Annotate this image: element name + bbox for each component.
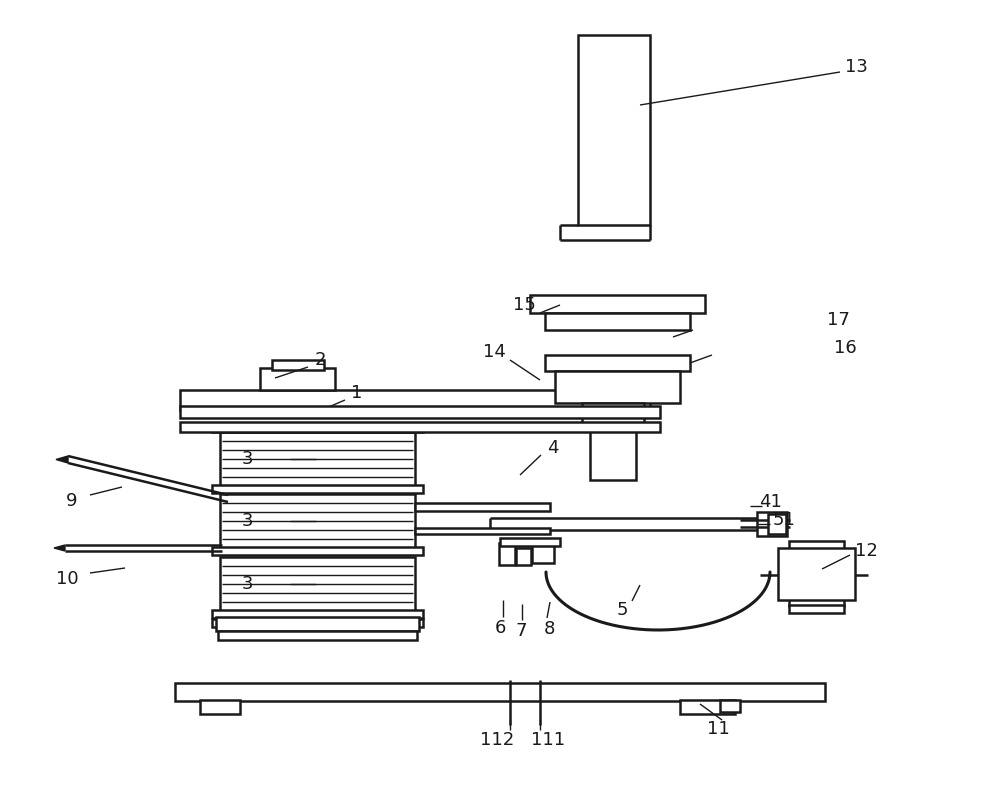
Bar xyxy=(220,494,415,549)
Text: 1: 1 xyxy=(351,384,363,402)
Text: 17: 17 xyxy=(827,311,849,329)
Bar xyxy=(789,541,844,606)
Bar xyxy=(545,355,690,371)
Bar xyxy=(212,485,423,493)
Bar xyxy=(272,360,324,370)
Bar xyxy=(218,631,417,640)
Bar xyxy=(415,528,550,534)
Bar xyxy=(415,503,550,511)
Bar xyxy=(545,313,690,330)
Bar xyxy=(768,514,786,534)
Bar xyxy=(175,683,825,701)
Text: 5: 5 xyxy=(616,601,628,619)
Text: 3: 3 xyxy=(241,450,253,468)
Text: 3: 3 xyxy=(241,575,253,593)
Bar xyxy=(212,619,423,627)
Text: 111: 111 xyxy=(531,731,565,749)
Text: 12: 12 xyxy=(855,542,877,560)
Bar xyxy=(778,548,855,600)
Bar xyxy=(216,617,419,631)
Bar xyxy=(532,545,554,563)
Text: 2: 2 xyxy=(314,351,326,369)
Bar xyxy=(180,422,660,432)
Bar xyxy=(220,557,415,612)
Text: 4: 4 xyxy=(547,439,559,457)
Text: 13: 13 xyxy=(845,58,867,76)
Bar xyxy=(720,700,740,712)
Text: 7: 7 xyxy=(515,622,527,640)
Bar xyxy=(499,543,515,565)
Bar xyxy=(757,512,787,536)
Polygon shape xyxy=(56,456,68,463)
Bar xyxy=(212,610,423,618)
Bar xyxy=(180,390,650,410)
Bar xyxy=(180,406,660,418)
Text: 8: 8 xyxy=(543,620,555,638)
Bar xyxy=(220,432,415,487)
Text: 11: 11 xyxy=(707,720,729,738)
Polygon shape xyxy=(54,545,65,551)
Bar xyxy=(555,371,680,403)
Bar xyxy=(500,538,560,546)
Bar xyxy=(680,700,735,714)
Text: 10: 10 xyxy=(56,570,78,588)
Text: 3: 3 xyxy=(241,512,253,530)
Bar xyxy=(789,605,844,613)
Text: 14: 14 xyxy=(483,343,505,361)
Bar xyxy=(582,403,644,425)
Bar xyxy=(200,700,240,714)
Text: 16: 16 xyxy=(834,339,856,357)
Bar xyxy=(578,35,650,225)
Text: 15: 15 xyxy=(513,296,535,314)
Bar xyxy=(212,547,423,555)
Bar xyxy=(260,368,335,390)
Text: 6: 6 xyxy=(494,619,506,637)
Bar xyxy=(530,295,705,313)
Bar xyxy=(212,424,423,432)
Text: 112: 112 xyxy=(480,731,514,749)
Bar xyxy=(590,425,636,480)
Bar xyxy=(516,548,531,565)
Text: 9: 9 xyxy=(66,492,78,510)
Text: 41: 41 xyxy=(759,493,781,511)
Text: 51: 51 xyxy=(773,511,795,529)
